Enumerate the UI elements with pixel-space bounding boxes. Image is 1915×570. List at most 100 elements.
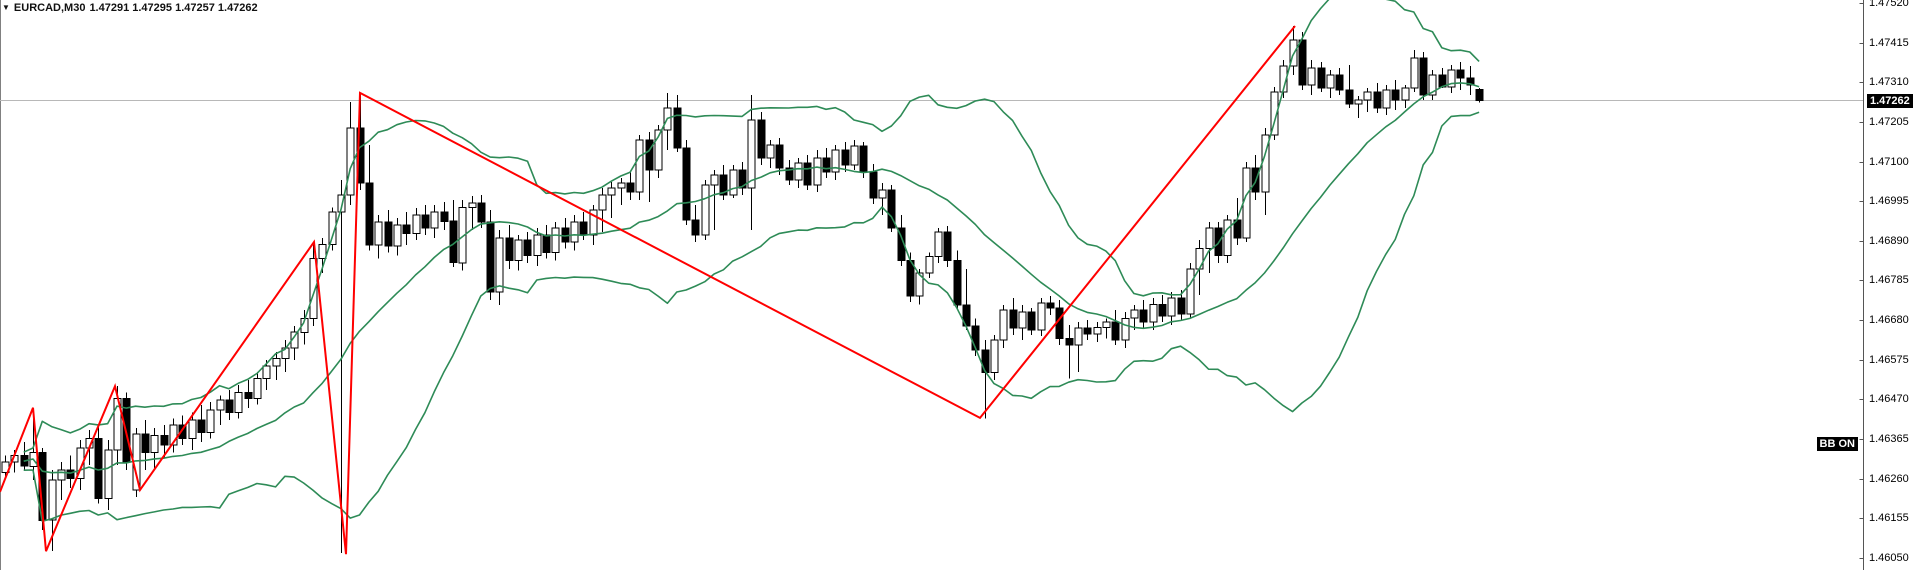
candle-bull: [234, 391, 243, 413]
symbol-dropdown-icon[interactable]: ▼: [2, 3, 10, 12]
candle-bear: [1335, 74, 1344, 91]
candle-bull: [766, 144, 775, 159]
candle-bull: [430, 211, 439, 229]
price-axis-label: 1.47310: [1869, 76, 1909, 88]
candle-bear: [1111, 321, 1120, 341]
candle-bear: [579, 221, 588, 236]
candle-bull: [1121, 317, 1130, 341]
candle-bull: [1401, 87, 1410, 101]
candle-bull: [617, 182, 626, 189]
candle-bull: [1186, 268, 1195, 315]
candle-bear: [943, 231, 952, 261]
candle-bull: [262, 365, 271, 379]
candle-bear: [1009, 309, 1018, 329]
candle-bear: [244, 391, 253, 399]
candle-bear: [402, 224, 411, 234]
bollinger-lower-band: [23, 111, 1480, 523]
candle-bear: [1177, 297, 1186, 315]
candle-bull: [813, 157, 822, 186]
candle-bear: [1456, 69, 1465, 79]
candle-bull: [710, 174, 719, 186]
candle-bull: [999, 309, 1008, 341]
candle-bear: [673, 107, 682, 149]
candle-bull: [328, 211, 337, 245]
candle-bear: [1027, 311, 1036, 331]
price-axis-label: 1.46785: [1869, 274, 1909, 286]
candle-bear: [94, 437, 103, 499]
candle-bear: [719, 174, 728, 196]
candle-bull: [468, 202, 477, 208]
candle-bull: [878, 189, 887, 199]
candle-bear: [981, 349, 990, 373]
ohlc-readout: 1.47291 1.47295 1.47257 1.47262: [89, 2, 258, 14]
candle-bull: [1410, 57, 1419, 89]
candle-bull: [1102, 321, 1111, 328]
candle-bear: [738, 169, 747, 189]
chart-title-bar: ▼ EURCAD,M30 1.47291 1.47295 1.47257 1.4…: [2, 1, 258, 15]
candle-bull: [1074, 327, 1083, 346]
price-axis-label: 1.47415: [1869, 37, 1909, 49]
candle-bull: [76, 447, 85, 479]
candle-bull: [1205, 227, 1214, 249]
candle-bear: [785, 167, 794, 181]
candle-bull: [216, 399, 225, 411]
candle-bear: [542, 234, 551, 254]
candle-bull: [48, 479, 57, 521]
candle-bull: [1093, 326, 1102, 335]
candle-bear: [1158, 303, 1167, 317]
price-axis-label: 1.46260: [1869, 473, 1909, 485]
price-axis-label: 1.46365: [1869, 433, 1909, 445]
candle-bull: [412, 214, 421, 234]
candle-bear: [225, 399, 234, 413]
candle-bear: [841, 149, 850, 166]
candle-bear: [1065, 337, 1074, 346]
price-axis-label: 1.46155: [1869, 512, 1909, 524]
candle-bull: [1223, 219, 1232, 257]
candle-bear: [421, 214, 430, 229]
candle-bull: [1018, 311, 1027, 329]
candle-bull: [1130, 309, 1139, 319]
candle-bull: [1382, 89, 1391, 109]
candle-bear: [365, 182, 374, 246]
candle-bear: [505, 237, 514, 261]
candle-bear: [141, 433, 150, 453]
candle-bear: [1475, 89, 1484, 101]
candle-bull: [169, 424, 178, 446]
bollinger-middle-band: [23, 82, 1480, 474]
candle-bull: [635, 139, 644, 193]
candle-bear: [1345, 89, 1354, 105]
candle-bull: [654, 129, 663, 171]
candle-bull: [1195, 247, 1204, 270]
candle-bull: [729, 169, 738, 196]
candle-bear: [523, 239, 532, 257]
candle-bull: [551, 227, 560, 253]
candle-bull: [850, 145, 859, 166]
candle-bear: [384, 221, 393, 247]
candle-bear: [178, 424, 187, 439]
candle-bull: [318, 243, 327, 260]
candle-bull: [990, 339, 999, 373]
candle-bear: [757, 119, 766, 159]
candle-bull: [1037, 302, 1046, 331]
candle-bull: [188, 419, 197, 439]
current-price-badge: 1.47262: [1867, 93, 1913, 108]
price-axis-label: 1.46680: [1869, 314, 1909, 326]
candle-bull: [1167, 297, 1176, 317]
candle-bull: [915, 272, 924, 297]
candle-bull: [1363, 91, 1372, 101]
candle-bull: [150, 434, 159, 453]
candle-bull: [598, 194, 607, 211]
candle-bear: [1046, 302, 1055, 309]
candle-bear: [953, 260, 962, 306]
candle-bull: [1149, 303, 1158, 323]
price-axis-label: 1.46890: [1869, 235, 1909, 247]
candle-bear: [1391, 89, 1400, 101]
candle-bear: [869, 171, 878, 199]
zigzag-indicator: [0, 25, 1296, 555]
candle-bear: [775, 144, 784, 169]
candle-bear: [440, 211, 449, 222]
candle-bear: [887, 189, 896, 229]
candle-bull: [831, 149, 840, 173]
